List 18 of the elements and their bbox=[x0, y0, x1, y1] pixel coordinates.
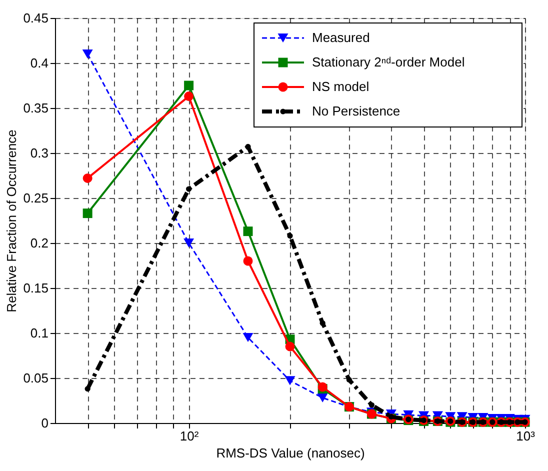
legend-label: NS model bbox=[312, 79, 370, 94]
y-tick-label: 0.35 bbox=[23, 100, 48, 116]
y-tick-label: 0.4 bbox=[30, 56, 48, 70]
legend-label: Stationary 2ⁿᵈ-order Model bbox=[312, 54, 465, 70]
y-tick-label: 0.25 bbox=[23, 190, 48, 206]
y-tick-label: 0.2 bbox=[30, 236, 48, 250]
y-tick-label: 0.15 bbox=[23, 280, 48, 296]
y-tick-label: 0.45 bbox=[23, 10, 48, 26]
y-tick-label: 0.05 bbox=[23, 370, 48, 386]
x-tick-label: 10² bbox=[180, 428, 200, 444]
legend-label: Measured bbox=[312, 30, 370, 45]
legend-label: No Persistence bbox=[312, 104, 400, 118]
y-tick-label: 0.3 bbox=[30, 146, 48, 160]
x-tick-label: 10³ bbox=[516, 428, 536, 444]
x-axis-title: RMS-DS Value (nanosec) bbox=[216, 446, 365, 460]
y-axis-title: Relative Fraction of Occurrence bbox=[4, 130, 20, 312]
y-tick-label: 0.1 bbox=[30, 326, 48, 340]
y-tick-label: 0 bbox=[41, 416, 48, 430]
